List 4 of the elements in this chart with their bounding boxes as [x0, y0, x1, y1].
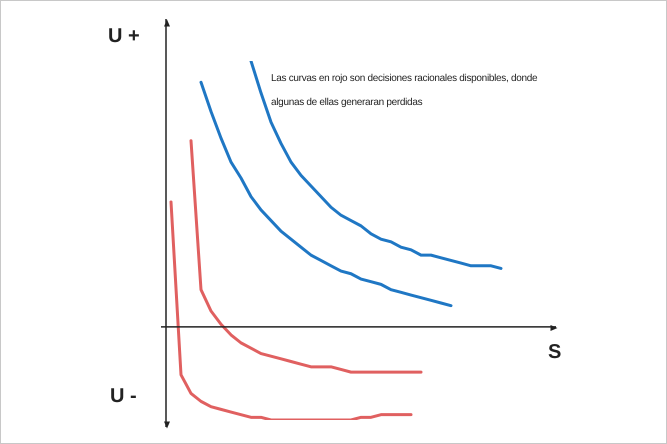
y-axis-title: U + — [108, 25, 140, 48]
text: U - — [110, 385, 137, 408]
text: Las curvas en rojo son decisiones racionales disponibles, donde algunas de ellas generaran perdidas — [271, 73, 538, 108]
x-axis-title: S — [548, 340, 562, 364]
